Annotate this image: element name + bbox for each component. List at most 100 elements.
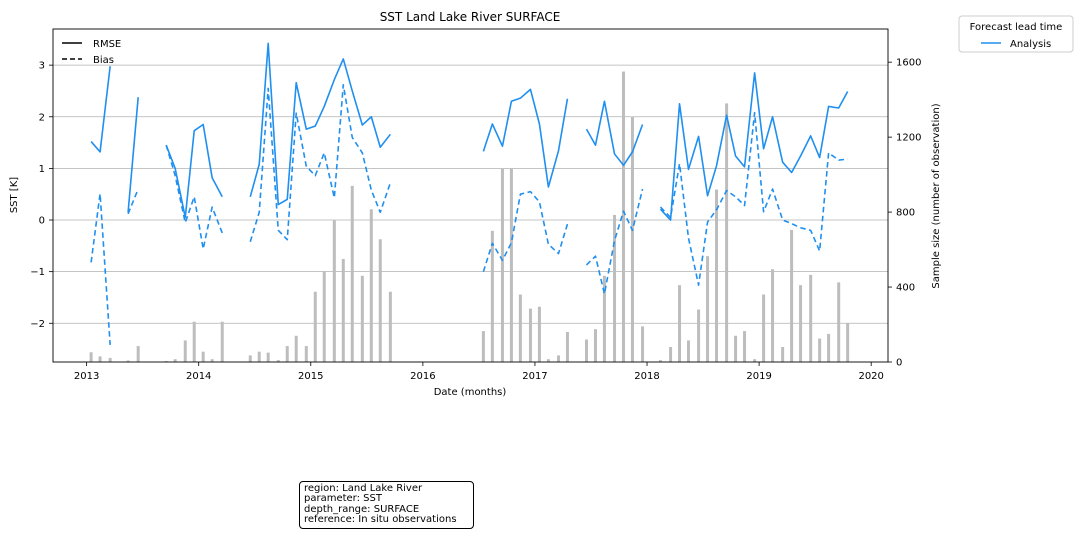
x-tick-label: 2014 [186, 371, 211, 382]
sample-size-bar [266, 352, 270, 362]
rmse-line [482, 88, 569, 188]
info-box: region: Land Lake River parameter: SST d… [299, 481, 474, 529]
x-tick-label: 2019 [746, 371, 771, 382]
bias-line [482, 190, 569, 272]
sample-size-bar [630, 116, 634, 363]
sample-size-bar [388, 291, 392, 362]
y2-tick-label: 800 [896, 208, 915, 219]
sample-size-bar [518, 294, 522, 362]
y2-axis-label: Sample size (number of observation) [931, 103, 942, 288]
sample-size-bar [734, 335, 738, 362]
bias-legend-label: Bias [93, 55, 114, 66]
info-reference: reference: In situ observations [304, 514, 457, 526]
x-tick-label: 2016 [410, 371, 435, 382]
sample-size-bar [809, 274, 813, 362]
info-depth-range: depth_range: SURFACE [304, 503, 420, 515]
sample-size-bar [781, 347, 785, 362]
y2-axis-ticks: 0 400 800 1200 1600 [888, 58, 921, 369]
sample-size-bar [697, 309, 701, 362]
sample-size-bar [183, 340, 187, 362]
sample-size-bar [613, 214, 617, 362]
sample-size-bar [546, 359, 550, 362]
sample-size-bar [669, 347, 673, 362]
sample-size-bar [500, 168, 504, 362]
sample-size-bar [762, 294, 766, 362]
chart-title: SST Land Lake River SURFACE [380, 10, 561, 24]
sample-size-bar [276, 360, 280, 362]
x-tick-label: 2015 [298, 371, 323, 382]
sample-size-bar [136, 346, 140, 362]
sample-size-bar [220, 321, 224, 362]
y-tick-label: −1 [30, 267, 45, 278]
sample-size-bar [509, 168, 513, 362]
sample-size-bar [89, 352, 93, 362]
sample-size-bar [285, 346, 289, 362]
sample-size-bar [248, 355, 252, 362]
sample-size-bar [257, 351, 261, 362]
sample-size-bar [332, 220, 336, 362]
x-tick-label: 2018 [634, 371, 659, 382]
sample-size-bar [164, 361, 168, 362]
bias-line [585, 188, 644, 295]
sample-size-bar [341, 258, 345, 362]
bias-line [659, 111, 848, 286]
sample-size-bar [818, 338, 822, 362]
sample-size-bar [528, 308, 532, 362]
sample-size-bar [678, 285, 682, 362]
rmse-line [165, 123, 223, 219]
plot-frame [52, 28, 889, 363]
sample-size-bar [490, 230, 494, 362]
sample-size-bar [126, 360, 130, 362]
x-axis-ticks: 2013 2014 2015 2016 2017 2018 2019 2020 [74, 362, 884, 382]
sample-size-bar [556, 355, 560, 362]
x-axis-label: Date (months) [434, 387, 507, 398]
sample-size-bar [706, 256, 710, 362]
y-tick-label: 2 [39, 112, 45, 123]
sample-size-bar [827, 333, 831, 362]
sample-size-bar [313, 291, 317, 362]
sample-size-bar [537, 306, 541, 362]
sample-size-bar [201, 351, 205, 362]
info-region: region: Land Lake River [304, 483, 423, 494]
sample-size-bar [725, 103, 729, 363]
sample-size-bar [846, 323, 850, 362]
sample-size-bar [304, 346, 308, 362]
y2-tick-label: 0 [896, 358, 902, 369]
bias-line [249, 83, 392, 242]
y-tick-label: 1 [39, 164, 45, 175]
y-tick-label: −2 [30, 319, 45, 330]
sample-size-bar [658, 360, 662, 362]
sample-size-bar [771, 269, 775, 362]
bias-line [90, 192, 111, 346]
sample-size-bar [799, 285, 803, 362]
sample-size-bar [790, 229, 794, 362]
y2-tick-label: 400 [896, 283, 915, 294]
sample-size-bar [837, 282, 841, 362]
sample-size-bar [322, 271, 326, 362]
sample-size-bar [686, 340, 690, 362]
sample-size-bar [108, 357, 112, 362]
rmse-legend-label: RMSE [93, 39, 121, 50]
rmse-line [249, 42, 391, 206]
sample-size-bar [192, 321, 196, 362]
bias-line [127, 188, 139, 215]
sample-size-bar [98, 356, 102, 362]
sample-size-bar [753, 359, 757, 362]
sample-size-bar [210, 359, 214, 362]
lead-time-legend-title: Forecast lead time [970, 22, 1063, 33]
y-tick-label: 3 [39, 61, 45, 72]
sample-size-bar [481, 331, 485, 362]
rmse-line [659, 72, 849, 221]
sample-size-bar [621, 71, 625, 363]
sample-size-bar [173, 359, 177, 362]
sample-size-bars [89, 71, 850, 363]
analysis-legend-label: Analysis [1010, 39, 1051, 50]
sample-size-bar [378, 239, 382, 362]
info-parameter: parameter: SST [304, 493, 382, 505]
rmse-line [585, 100, 644, 167]
y2-tick-label: 1200 [896, 133, 921, 144]
sample-size-bar [294, 335, 298, 362]
x-tick-label: 2020 [858, 371, 883, 382]
sample-size-bar [350, 185, 354, 362]
